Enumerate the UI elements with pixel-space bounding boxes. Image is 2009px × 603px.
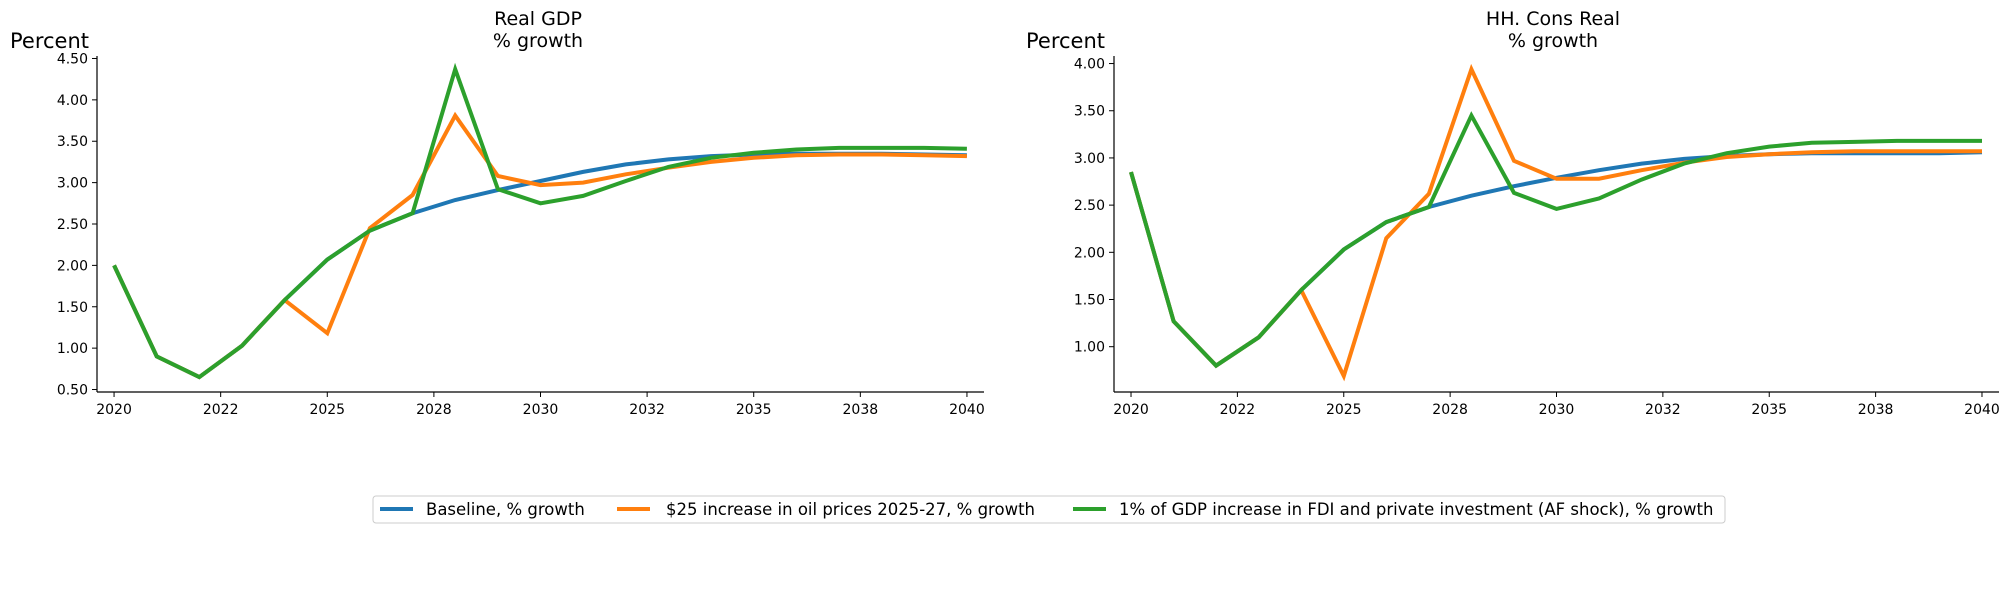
x-tick-label: 2032 (629, 402, 665, 418)
series-lines (1129, 63, 1983, 382)
series-line-oil-shock (112, 111, 967, 380)
y-tick-label: 2.50 (1074, 198, 1105, 214)
x-tick-label: 2025 (309, 402, 345, 418)
series-lines (112, 62, 967, 380)
x-tick-label: 2030 (523, 402, 559, 418)
x-tick-label: 2032 (1645, 402, 1681, 418)
x-tick-label: 2028 (416, 402, 452, 418)
legend-label-baseline: Baseline, % growth (426, 500, 585, 519)
series-line-oil-shock (1129, 63, 1982, 382)
chart-title: Real GDP (494, 8, 582, 30)
chart-title: HH. Cons Real (1486, 8, 1620, 30)
y-axis-unit-label: Percent (10, 29, 89, 53)
y-tick-label: 2.00 (1074, 245, 1105, 261)
y-tick-label: 3.50 (1074, 104, 1105, 120)
y-tick-label: 0.50 (57, 383, 88, 399)
x-tick-label: 2030 (1539, 402, 1575, 418)
legend-label-oil-shock: $25 increase in oil prices 2025-27, % gr… (666, 500, 1035, 519)
chart-subtitle: % growth (493, 30, 583, 52)
y-tick-label: 1.00 (57, 341, 88, 357)
legend-label-fdi-shock: 1% of GDP increase in FDI and private in… (1119, 500, 1713, 519)
series-line-fdi-shock (112, 62, 967, 380)
legend: Baseline, % growth $25 increase in oil p… (372, 495, 1726, 524)
legend-frame (372, 495, 1726, 524)
x-tick-label: 2022 (203, 402, 239, 418)
y-tick-label: 2.00 (57, 258, 88, 274)
y-tick-label: 3.50 (57, 134, 88, 150)
x-tick-label: 2025 (1326, 402, 1362, 418)
y-tick-label: 3.00 (1074, 151, 1105, 167)
x-tick-label: 2020 (1113, 402, 1149, 418)
x-tick-label: 2028 (1432, 402, 1468, 418)
y-tick-label: 2.50 (57, 217, 88, 233)
x-tick-label: 2035 (1751, 402, 1787, 418)
x-tick-label: 2022 (1220, 402, 1256, 418)
y-axis-unit-label: Percent (1026, 29, 1105, 53)
chart-subtitle: % growth (1508, 30, 1598, 52)
x-tick-label: 2040 (1964, 402, 2000, 418)
y-tick-label: 1.50 (1074, 293, 1105, 309)
x-tick-label: 2020 (96, 402, 132, 418)
x-tick-label: 2040 (949, 402, 985, 418)
y-tick-label: 4.00 (57, 93, 88, 109)
y-tick-label: 4.00 (1074, 57, 1105, 73)
series-line-fdi-shock (1129, 111, 1982, 369)
axis-ticks: 1.00 1.50 2.00 2.50 3.00 3.50 4.00 2020 2022 2025… (1074, 57, 2000, 418)
y-tick-label: 3.00 (57, 176, 88, 192)
x-tick-label: 2038 (1858, 402, 1894, 418)
y-tick-label: 1.50 (57, 300, 88, 316)
x-tick-label: 2035 (736, 402, 772, 418)
y-tick-label: 4.50 (57, 51, 88, 67)
chart-panel-hh-cons-real: HH. Cons Real % growth Percent 1.00 1.50 2… (1026, 8, 2000, 418)
x-tick-label: 2038 (843, 402, 879, 418)
axis-ticks: 0.50 1.00 1.50 2.00 2.50 3.00 3.50 4.00 4.50 2020… (57, 51, 985, 418)
chart-panel-real-gdp: Real GDP % growth Percent 0.50 1.00 1.50 2.… (10, 8, 985, 418)
series-line-baseline (1129, 150, 1983, 369)
y-tick-label: 1.00 (1074, 340, 1105, 356)
